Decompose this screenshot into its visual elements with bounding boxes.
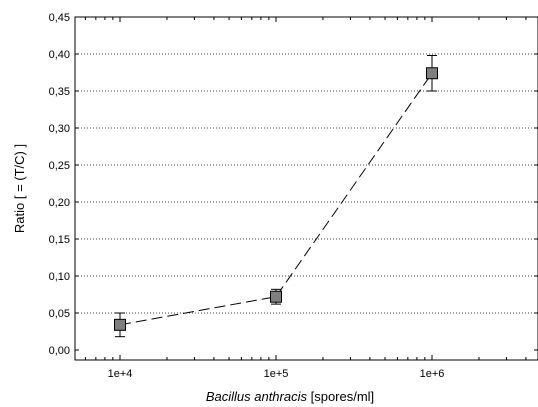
y-axis-ticks: 0,00 0,05 0,10 0,15 0,20 0,25 0,30 0,35 0,40 0,45 xyxy=(49,12,538,357)
y-tick-label: 0,10 xyxy=(49,271,70,283)
y-tick-label: 0,00 xyxy=(49,345,70,357)
y-tick-label: 0,15 xyxy=(49,234,70,246)
grid-lines xyxy=(75,53,538,314)
x-axis-label-italic: Bacillus anthracis xyxy=(206,389,308,404)
y-tick-label: 0,20 xyxy=(49,197,70,209)
y-axis-label: Ratio [ = (T/C) ] xyxy=(12,144,27,233)
y-tick-label: 0,35 xyxy=(49,86,70,98)
data-point-marker xyxy=(270,290,282,303)
y-tick-label: 0,40 xyxy=(49,49,70,61)
data-point-marker xyxy=(114,318,126,331)
x-tick-label: 1e+6 xyxy=(420,368,445,380)
x-axis-label-units: [spores/ml] xyxy=(307,389,374,404)
x-tick-label: 1e+5 xyxy=(264,368,289,380)
y-tick-label: 0,25 xyxy=(49,160,70,172)
data-point-marker xyxy=(426,67,438,80)
plot-frame xyxy=(74,16,538,361)
y-tick-label: 0,45 xyxy=(49,12,70,24)
y-tick-label: 0,05 xyxy=(49,308,70,320)
x-tick-label: 1e+4 xyxy=(108,368,133,380)
x-axis-label: Bacillus anthracis [spores/ml] xyxy=(206,389,374,404)
x-axis-ticks: 1e+4 1e+5 1e+6 xyxy=(84,17,527,380)
y-tick-label: 0,30 xyxy=(49,123,70,135)
series-line xyxy=(119,72,433,326)
data-points xyxy=(114,54,438,338)
